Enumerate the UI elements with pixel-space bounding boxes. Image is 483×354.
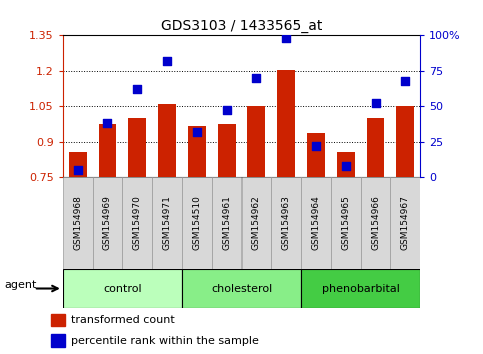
Bar bbox=[218, 124, 236, 177]
Bar bbox=[337, 152, 355, 177]
Bar bbox=[361, 177, 390, 269]
Text: GSM154970: GSM154970 bbox=[133, 195, 142, 251]
Bar bbox=[51, 334, 65, 347]
Bar bbox=[331, 177, 361, 269]
Point bbox=[193, 129, 201, 135]
Text: control: control bbox=[103, 284, 142, 293]
Text: GSM154510: GSM154510 bbox=[192, 195, 201, 251]
Bar bbox=[242, 177, 271, 269]
Bar bbox=[152, 177, 182, 269]
Bar bbox=[122, 177, 152, 269]
Bar bbox=[128, 118, 146, 177]
Point bbox=[104, 120, 112, 126]
Bar bbox=[51, 314, 65, 326]
Point bbox=[372, 101, 380, 106]
Text: cholesterol: cholesterol bbox=[211, 284, 272, 293]
Text: GSM154962: GSM154962 bbox=[252, 196, 261, 250]
Text: phenobarbital: phenobarbital bbox=[322, 284, 399, 293]
Point bbox=[163, 58, 171, 64]
Point bbox=[133, 86, 141, 92]
Bar bbox=[390, 177, 420, 269]
Text: GSM154965: GSM154965 bbox=[341, 195, 350, 251]
Bar bbox=[93, 177, 122, 269]
Bar bbox=[367, 118, 384, 177]
Bar bbox=[99, 124, 116, 177]
Bar bbox=[158, 104, 176, 177]
Text: GSM154967: GSM154967 bbox=[401, 195, 410, 251]
Text: agent: agent bbox=[5, 280, 37, 290]
Point bbox=[401, 78, 409, 84]
Bar bbox=[271, 177, 301, 269]
Bar bbox=[397, 106, 414, 177]
Bar bbox=[307, 133, 325, 177]
Bar bbox=[188, 126, 206, 177]
Point bbox=[282, 35, 290, 41]
Text: GSM154964: GSM154964 bbox=[312, 196, 320, 250]
Bar bbox=[69, 152, 86, 177]
Point bbox=[223, 108, 230, 113]
Bar bbox=[247, 106, 265, 177]
Text: GSM154971: GSM154971 bbox=[163, 195, 171, 251]
Title: GDS3103 / 1433565_at: GDS3103 / 1433565_at bbox=[161, 19, 322, 33]
Text: transformed count: transformed count bbox=[71, 315, 175, 325]
Point bbox=[74, 167, 82, 173]
Text: GSM154969: GSM154969 bbox=[103, 195, 112, 251]
Bar bbox=[277, 70, 295, 177]
Text: GSM154966: GSM154966 bbox=[371, 195, 380, 251]
Point bbox=[253, 75, 260, 81]
Bar bbox=[63, 269, 182, 308]
Text: GSM154963: GSM154963 bbox=[282, 195, 291, 251]
Point bbox=[342, 163, 350, 169]
Text: percentile rank within the sample: percentile rank within the sample bbox=[71, 336, 259, 346]
Bar bbox=[212, 177, 242, 269]
Bar bbox=[182, 177, 212, 269]
Bar bbox=[182, 269, 301, 308]
Bar bbox=[301, 269, 420, 308]
Bar bbox=[63, 177, 93, 269]
Text: GSM154968: GSM154968 bbox=[73, 195, 82, 251]
Bar bbox=[301, 177, 331, 269]
Point bbox=[312, 143, 320, 149]
Text: GSM154961: GSM154961 bbox=[222, 195, 231, 251]
